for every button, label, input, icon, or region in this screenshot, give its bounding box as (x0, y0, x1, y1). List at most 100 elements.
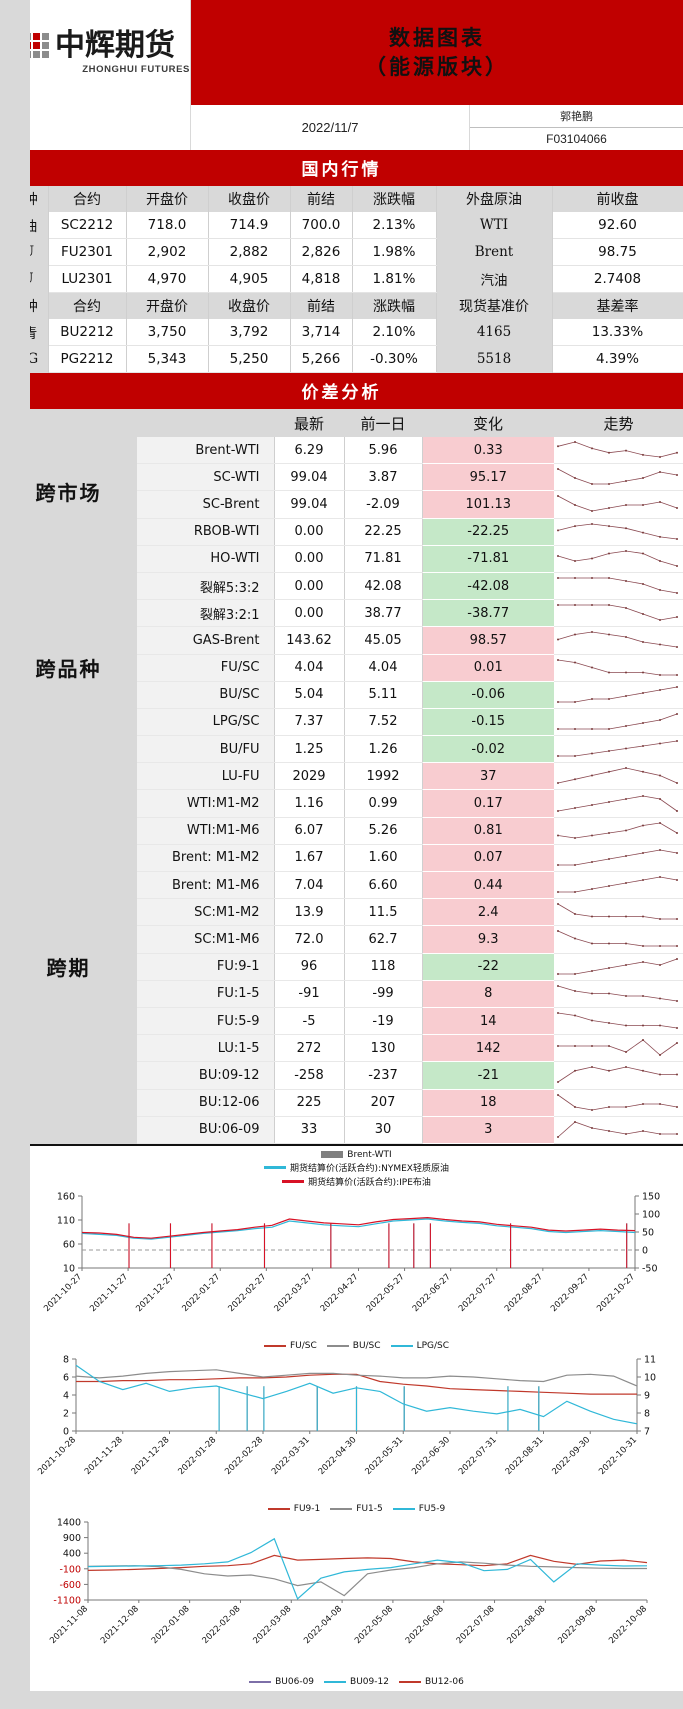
latest-value: 99.04 (274, 463, 345, 492)
column-header: 最新 (274, 409, 344, 437)
svg-text:2022-07-27: 2022-07-27 (457, 1272, 499, 1314)
svg-text:9: 9 (644, 1390, 650, 1401)
spread-row-name: BU/SC (137, 681, 275, 709)
cell-value: 4,818 (290, 265, 353, 293)
column-header: 前一日 (344, 409, 422, 437)
legend-swatch-line (390, 1344, 413, 1348)
change-value: -22.25 (422, 518, 554, 546)
trend-sparkline (554, 463, 683, 492)
legend-item: 期货结算价(活跃合约):IPE布油 (282, 1175, 431, 1188)
spread-row-name: SC:M1-M6 (137, 925, 275, 954)
previous-value: 62.7 (344, 925, 423, 954)
legend-swatch-line (392, 1507, 415, 1511)
svg-text:10: 10 (63, 1263, 75, 1274)
latest-value: 5.04 (274, 681, 345, 709)
trend-sparkline (554, 1007, 683, 1036)
spread-row-name: GAS-Brent (137, 626, 275, 655)
spread-row-name: SC:M1-M2 (137, 898, 275, 927)
svg-text:2022-02-28: 2022-02-28 (223, 1435, 265, 1477)
svg-text:2022-05-31: 2022-05-31 (363, 1435, 405, 1477)
change-value: 0.81 (422, 817, 554, 845)
latest-value: 99.04 (274, 490, 345, 519)
cell-value: 5,343 (126, 345, 209, 373)
spread-row-name: SC-WTI (137, 463, 275, 492)
svg-text:50: 50 (642, 1227, 654, 1238)
previous-value: 7.52 (344, 708, 423, 737)
cell-value: 3,750 (126, 319, 209, 346)
table-row: LU-FU 2029 1992 37 (0, 762, 683, 791)
svg-text:4: 4 (63, 1390, 69, 1401)
spread-row-name: Brent-WTI (137, 437, 275, 465)
change-value: 3 (422, 1116, 554, 1144)
svg-text:2021-12-27: 2021-12-27 (134, 1272, 176, 1314)
table-row: FU:9-1 96 118 -22 (0, 953, 683, 981)
legend-item: BU06-09 (249, 1677, 314, 1687)
trend-sparkline (554, 980, 683, 1008)
trend-sparkline (554, 490, 683, 519)
chart3-legend: FU9-1 FU1-5 FU5-9 (30, 1498, 683, 1516)
previous-value: -2.09 (344, 490, 423, 519)
svg-text:2022-03-31: 2022-03-31 (270, 1435, 312, 1477)
svg-text:2022-10-27: 2022-10-27 (595, 1272, 637, 1314)
trend-sparkline (554, 626, 683, 655)
header-subrow: 2022/11/7 郭艳鹏 F03104066 (0, 105, 683, 150)
spread-row-name: BU:09-12 (137, 1061, 275, 1090)
previous-value: 30 (344, 1116, 423, 1144)
svg-text:2022-04-27: 2022-04-27 (319, 1272, 361, 1314)
change-value: 0.01 (422, 654, 554, 682)
legend-swatch-line (324, 1680, 347, 1684)
change-value: 0.07 (422, 844, 554, 873)
table-row: 跨市场 Brent-WTI 6.29 5.96 0.33 (0, 437, 683, 546)
cell-value: FU2301 (48, 238, 127, 266)
column-header: 前结 (290, 292, 353, 319)
change-value: -21 (422, 1061, 554, 1090)
svg-text:900: 900 (63, 1533, 81, 1544)
svg-text:2021-11-27: 2021-11-27 (88, 1272, 130, 1314)
legend-swatch-line (398, 1680, 421, 1684)
column-header: 收盘价 (208, 186, 291, 212)
svg-text:100: 100 (642, 1209, 660, 1220)
cell-value: 4,970 (126, 265, 209, 293)
trend-sparkline (554, 1034, 683, 1063)
previous-value: 118 (344, 953, 423, 981)
svg-text:60: 60 (63, 1239, 75, 1250)
latest-value: 272 (274, 1034, 345, 1063)
legend-label: FU1-5 (356, 1503, 383, 1514)
latest-value: 0.00 (274, 545, 345, 573)
svg-text:2021-11-28: 2021-11-28 (83, 1435, 125, 1477)
cell-value: SC2212 (48, 212, 127, 239)
trend-sparkline (554, 925, 683, 954)
trend-sparkline (554, 572, 683, 601)
change-value: 0.17 (422, 789, 554, 818)
legend-label: 期货结算价(活跃合约):IPE布油 (308, 1177, 431, 1188)
legend-swatch-line (282, 1180, 305, 1183)
subrow-spacer (0, 105, 191, 150)
svg-text:1400: 1400 (57, 1517, 81, 1528)
column-header: 涨跌幅 (352, 186, 437, 212)
svg-text:2022-07-31: 2022-07-31 (457, 1435, 499, 1477)
column-header: 基差率 (552, 292, 683, 319)
domestic-banner: 国内行情 (0, 150, 683, 186)
previous-value: 1.60 (344, 844, 423, 873)
legend-item: FU5-9 (392, 1504, 445, 1514)
previous-value: -99 (344, 980, 423, 1008)
svg-text:2022-10-08: 2022-10-08 (607, 1604, 649, 1646)
author-code: F03104066 (546, 132, 607, 146)
trend-sparkline (554, 735, 683, 764)
cell-value: 3,792 (208, 319, 291, 346)
spread-row-name: FU:1-5 (137, 980, 275, 1008)
legend-label: LPG/SC (416, 1340, 450, 1351)
spread-row-name: BU:12-06 (137, 1089, 275, 1117)
previous-value: 1992 (344, 762, 423, 791)
change-value: 98.57 (422, 626, 554, 655)
latest-value: 7.37 (274, 708, 345, 737)
chart-ratio-spread: FU/SC BU/SC LPG/SC 8 6 4 2 0 11 10 9 8 7 2021-10-2… (30, 1334, 683, 1498)
secondary-value: 2.7408 (552, 265, 683, 293)
legend-label: FU/SC (289, 1340, 317, 1351)
latest-value: 72.0 (274, 925, 345, 954)
logo-english-name: ZHONGHUI FUTURES (82, 63, 190, 75)
